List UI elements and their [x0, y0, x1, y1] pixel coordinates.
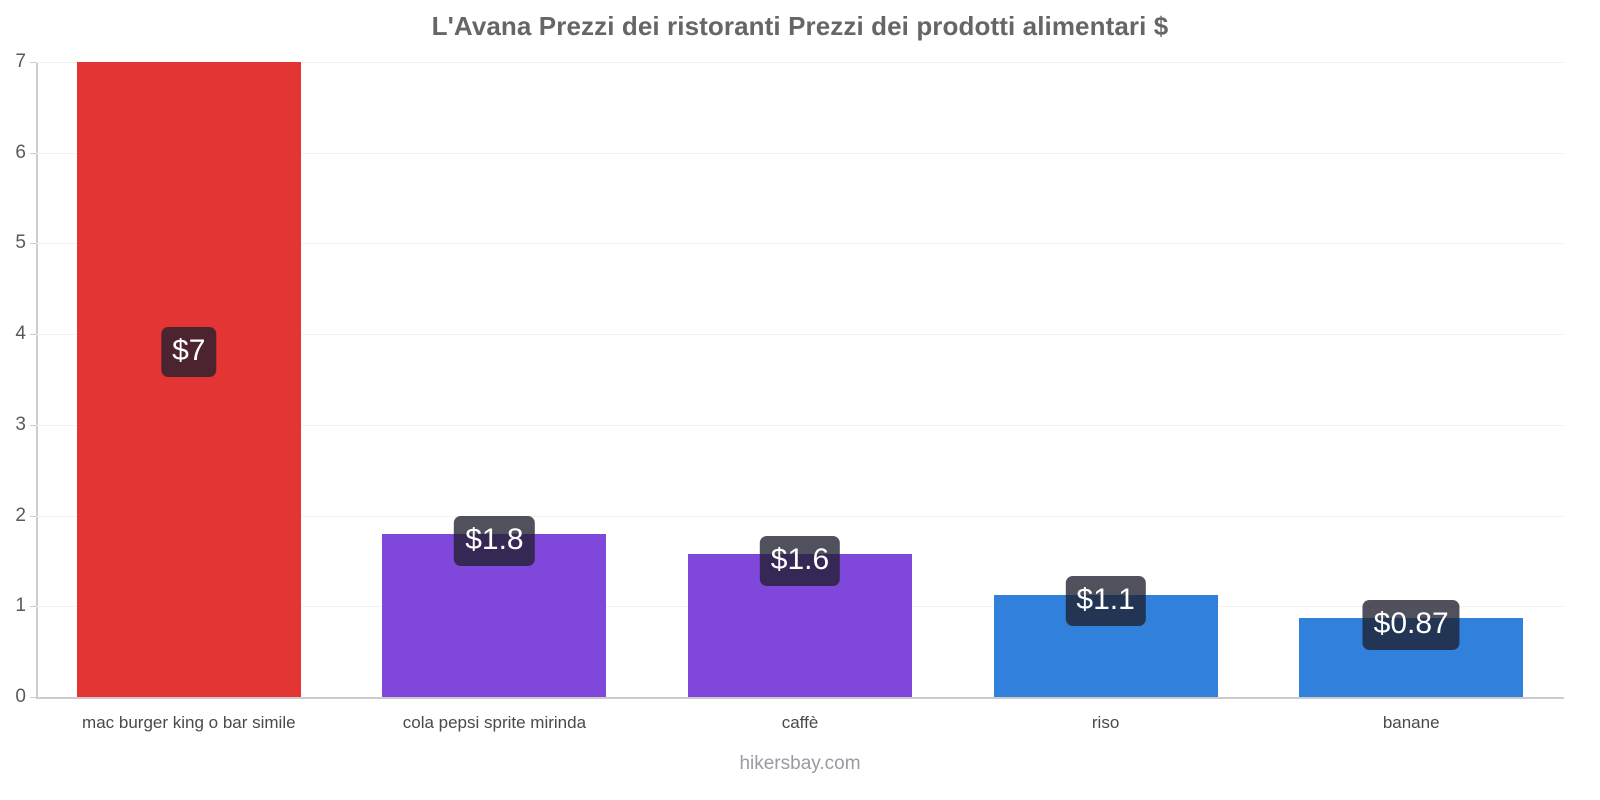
y-tick-mark	[30, 62, 40, 63]
gridline-4	[36, 334, 1564, 336]
x-axis-label: cola pepsi sprite mirinda	[402, 713, 587, 732]
gridline-5	[36, 243, 1564, 245]
bar-value-label: $7	[161, 327, 217, 377]
y-tick-mark	[30, 424, 40, 426]
y-tick-mark	[30, 334, 40, 336]
y-tick-label: 3	[15, 413, 26, 435]
page-title: L'Avana Prezzi dei ristoranti Prezzi dei…	[431, 11, 1169, 41]
bar-value-label: $1.1	[1065, 576, 1146, 627]
footer-watermark: hikersbay.com	[739, 753, 861, 774]
gridline-0	[36, 697, 1564, 699]
y-tick-label: 1	[15, 595, 26, 617]
bar-value-label: $1.8	[454, 515, 535, 566]
gridline-7	[36, 62, 1564, 63]
plot-area	[36, 62, 1564, 699]
bar-value-label: $0.87	[1362, 600, 1460, 651]
y-tick-mark	[30, 515, 40, 517]
bar-value-label: $1.6	[759, 535, 841, 586]
y-tick-label: 6	[15, 141, 26, 163]
y-tick-label: 4	[15, 323, 26, 345]
y-tick-label: 2	[15, 504, 26, 526]
gridline-6	[36, 152, 1564, 154]
y-tick-label: 7	[15, 51, 26, 72]
x-axis-label: mac burger king o bar simile	[82, 713, 296, 732]
y-tick-mark	[30, 697, 40, 698]
y-tick-mark	[30, 243, 40, 245]
y-axis-line	[36, 62, 38, 699]
gridline-2	[36, 515, 1564, 517]
y-tick-mark	[30, 606, 40, 608]
x-axis-label: banane	[1382, 713, 1440, 732]
bar[interactable]	[76, 62, 301, 697]
y-tick-mark	[30, 152, 40, 154]
y-tick-label: 5	[15, 232, 26, 254]
x-axis-label: riso	[1091, 713, 1120, 732]
y-tick-label: 0	[15, 686, 26, 707]
gridline-3	[36, 424, 1564, 426]
x-axis-label: caffè	[781, 713, 819, 732]
